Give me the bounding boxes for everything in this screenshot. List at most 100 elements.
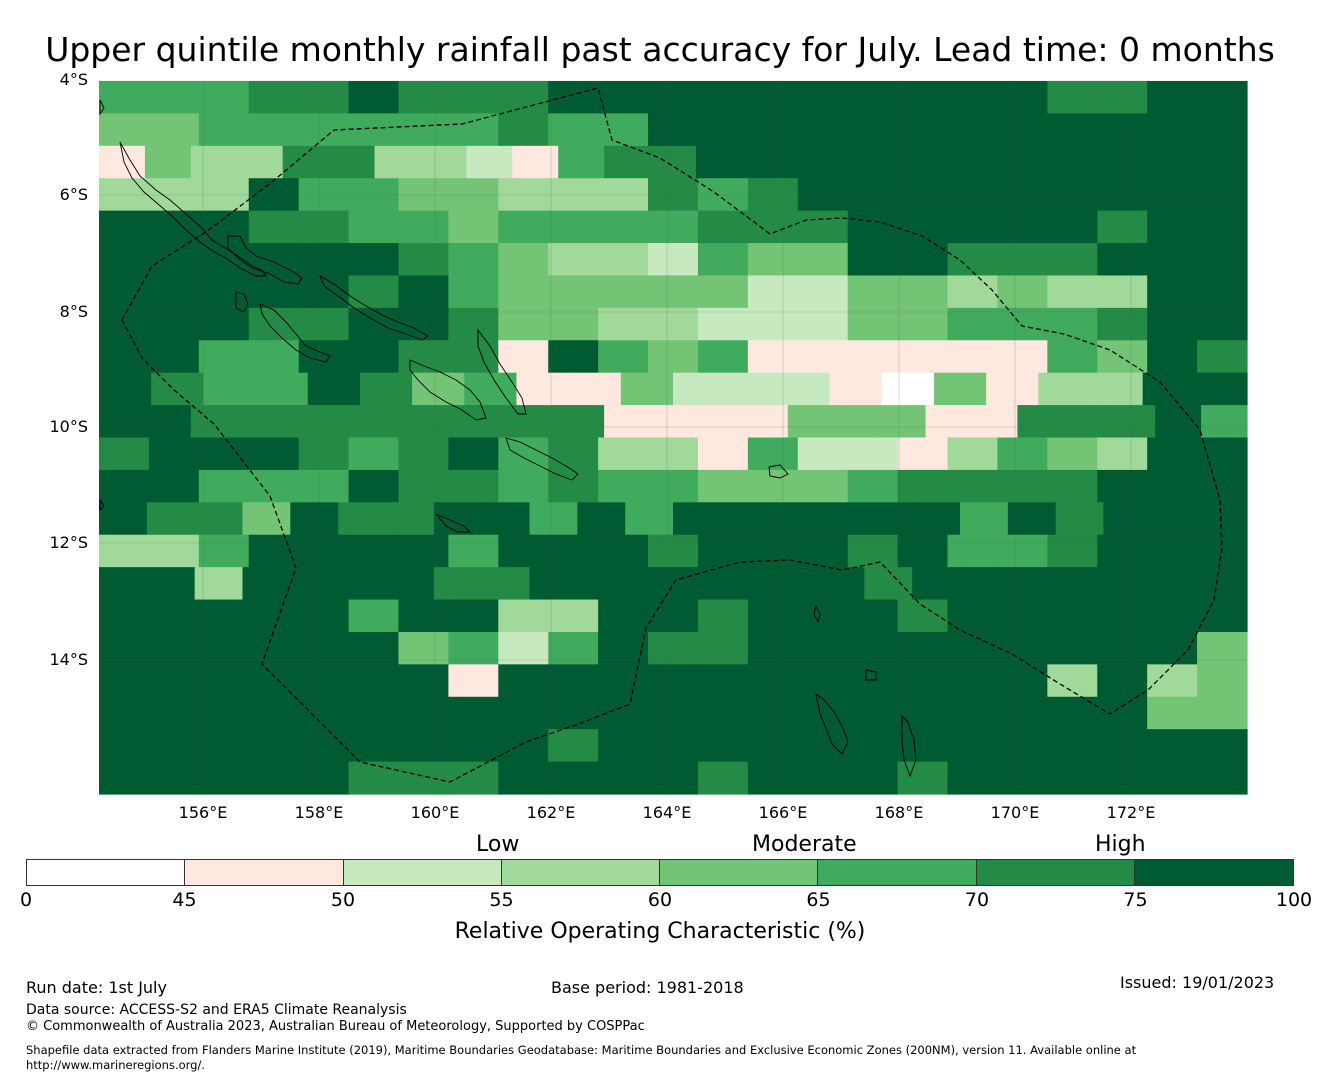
map-cell <box>1155 145 1202 179</box>
map-cell <box>1109 405 1156 439</box>
map-cell <box>248 599 300 633</box>
map-cell <box>448 599 499 633</box>
issued-date: Issued: 19/01/2023 <box>1120 973 1275 992</box>
map-cell <box>925 145 973 179</box>
map-cell <box>1047 210 1098 244</box>
map-cell <box>1147 340 1198 374</box>
map-cell <box>797 437 849 471</box>
lon-label-168e: 168°E <box>874 803 924 822</box>
map-cell <box>248 729 300 763</box>
map-cell <box>697 113 749 147</box>
map-cell <box>1047 275 1098 309</box>
map-cell <box>481 502 531 536</box>
map-cell <box>697 178 749 212</box>
colorbar-swatch <box>660 860 819 885</box>
map-cell <box>648 761 699 795</box>
map-cell <box>777 372 831 406</box>
map-cell <box>298 469 350 503</box>
map-cell <box>248 534 300 568</box>
map-cell <box>420 405 467 439</box>
map-cell <box>398 469 449 503</box>
map-cell <box>847 534 899 568</box>
map-cell <box>847 664 899 698</box>
map-cell <box>198 599 250 633</box>
map-cell <box>448 469 499 503</box>
map-cell <box>548 307 599 341</box>
map-cell <box>148 307 200 341</box>
map-cell <box>448 696 499 730</box>
map-cell <box>1147 307 1198 341</box>
map-cell <box>298 81 350 115</box>
map-cell <box>1151 502 1200 536</box>
copyright: © Commonwealth of Australia 2023, Austra… <box>26 1019 645 1034</box>
map-cell <box>548 210 599 244</box>
map-cell <box>1197 599 1248 633</box>
map-cell <box>1017 405 1064 439</box>
map-cell <box>1047 729 1098 763</box>
map-cell <box>1201 405 1248 439</box>
coastline <box>813 604 821 624</box>
map-cell <box>1147 113 1198 147</box>
map-cell <box>99 696 150 730</box>
map-cell <box>498 178 549 212</box>
eez-boundary-solomon-islands <box>121 87 1223 783</box>
map-cell <box>190 405 238 439</box>
map-cell <box>747 761 799 795</box>
map-cell <box>242 502 291 536</box>
map-cell <box>1097 113 1148 147</box>
map-cell <box>1097 275 1148 309</box>
map-cell <box>997 599 1048 633</box>
map-cell <box>847 729 899 763</box>
map-cell <box>307 372 361 406</box>
map-cell <box>398 696 449 730</box>
colorbar-swatch <box>343 860 502 885</box>
map-cell <box>1090 372 1144 406</box>
map-cell <box>298 696 350 730</box>
map-cell <box>328 145 376 179</box>
map-cell <box>1097 307 1148 341</box>
lat-label-12s: 12°S <box>49 533 88 552</box>
map-cell <box>971 405 1018 439</box>
map-cell <box>797 210 849 244</box>
map-cell <box>433 567 483 601</box>
map-cell <box>398 599 449 633</box>
map-cell <box>947 696 999 730</box>
map-cell <box>747 307 799 341</box>
map-cell <box>348 81 400 115</box>
map-cell <box>1097 599 1148 633</box>
map-cell <box>298 599 350 633</box>
map-cell <box>648 696 699 730</box>
map-cell <box>548 729 599 763</box>
map-cell <box>498 243 549 277</box>
map-cell <box>598 210 649 244</box>
map-cell <box>648 631 699 665</box>
map-cell <box>348 113 400 147</box>
map-cell <box>847 437 899 471</box>
map-cell <box>673 567 722 601</box>
map-cell <box>1097 178 1148 212</box>
map-cell <box>386 567 435 601</box>
map-cell <box>864 502 913 536</box>
map-cell <box>148 178 200 212</box>
map-cell <box>947 243 999 277</box>
map-cell <box>897 307 949 341</box>
map-cell <box>648 664 699 698</box>
map-cell <box>498 81 549 115</box>
map-cell <box>99 243 150 277</box>
map-cell <box>236 145 284 179</box>
map-cell <box>1197 210 1248 244</box>
map-cell <box>797 469 849 503</box>
lat-label-10s: 10°S <box>49 417 88 436</box>
map-cell <box>847 178 899 212</box>
map-cell <box>448 340 499 374</box>
map-cell <box>847 631 899 665</box>
map-cell <box>248 275 300 309</box>
map-cell <box>897 81 949 115</box>
map-cell <box>1047 81 1098 115</box>
map-cell <box>604 405 651 439</box>
map-cell <box>797 631 849 665</box>
coastline <box>409 359 487 421</box>
lon-label-158e: 158°E <box>294 803 344 822</box>
colorbar-swatch <box>818 860 977 885</box>
map-cell <box>1197 113 1248 147</box>
